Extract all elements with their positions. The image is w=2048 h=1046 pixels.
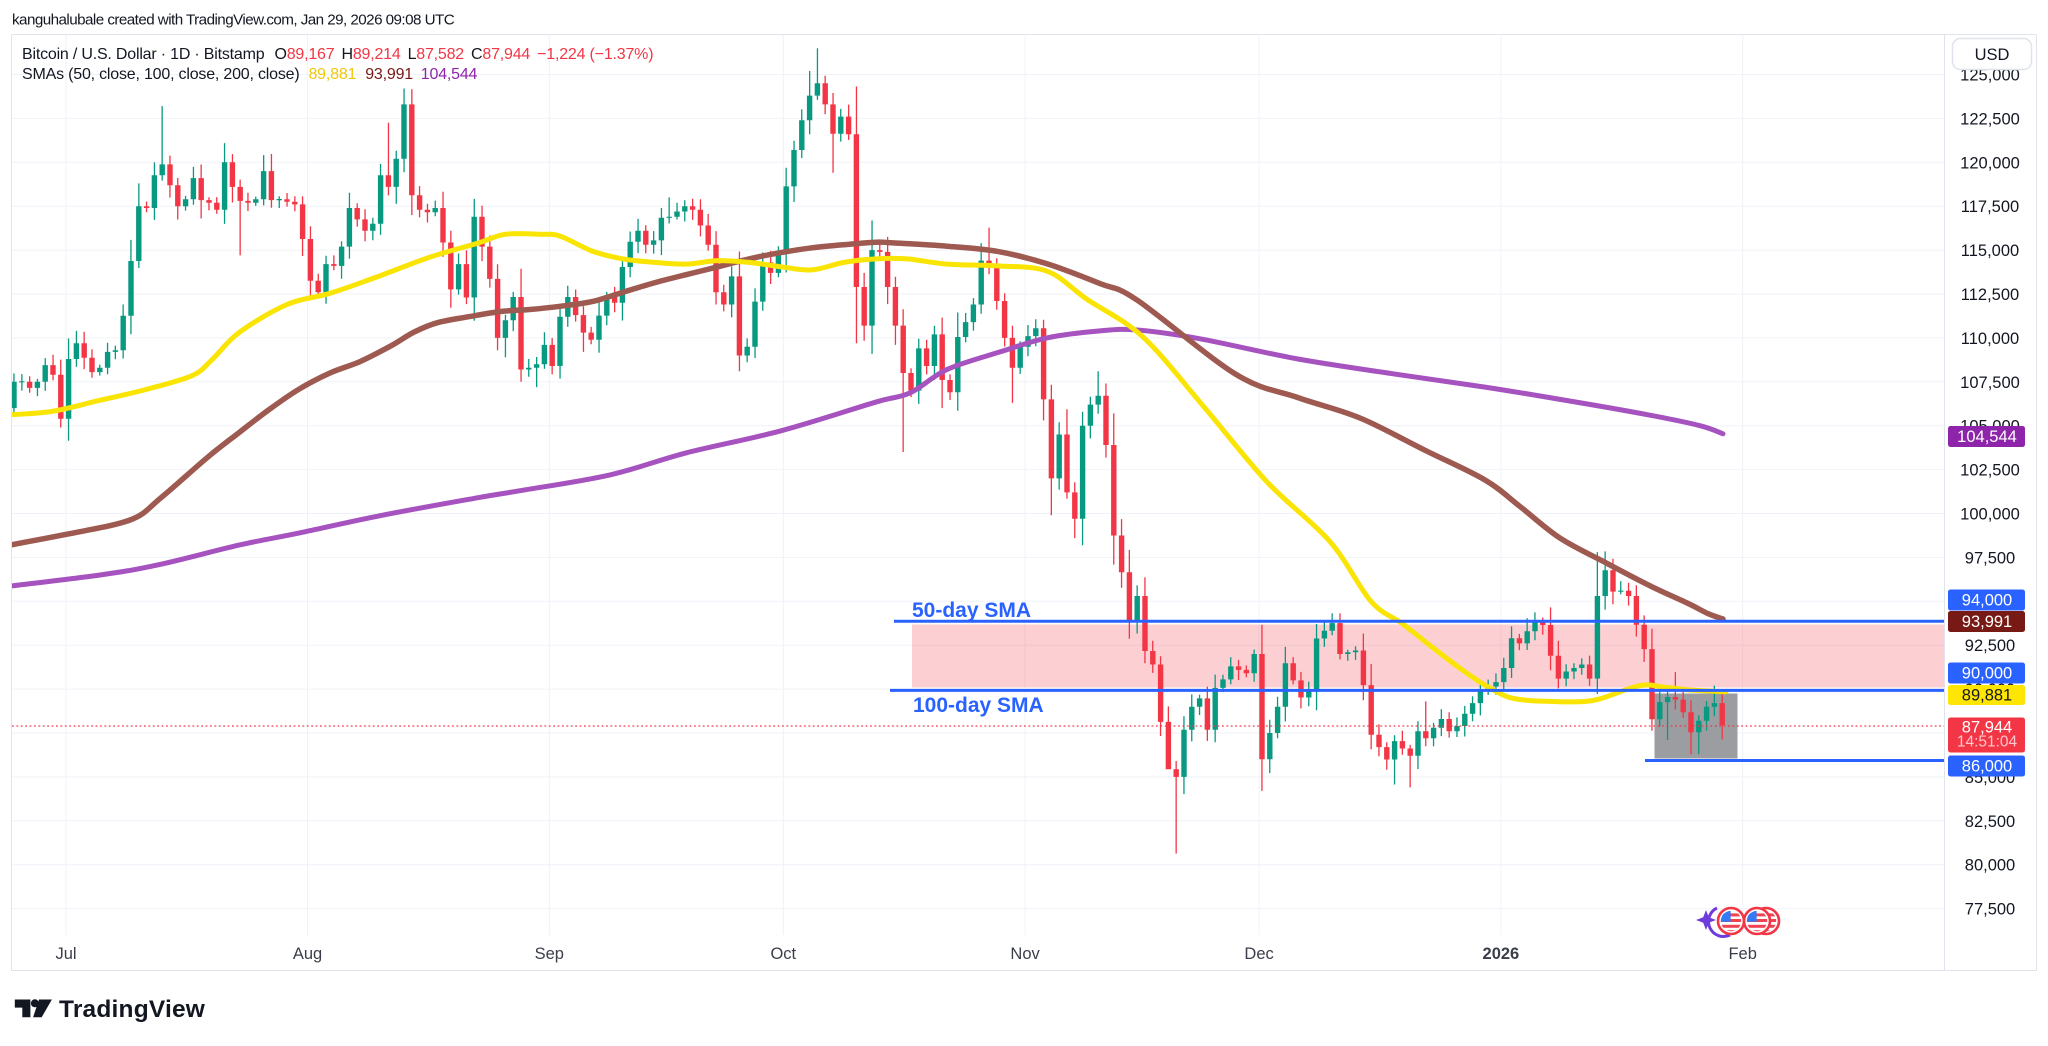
svg-text:Nov: Nov	[1010, 945, 1040, 963]
svg-text:102,500: 102,500	[1960, 462, 2020, 480]
svg-text:87,944: 87,944	[1962, 719, 2012, 737]
svg-text:82,500: 82,500	[1965, 813, 2015, 831]
svg-text:50-day SMA: 50-day SMA	[912, 599, 1031, 622]
svg-text:USD: USD	[1975, 46, 2010, 64]
svg-text:80,000: 80,000	[1965, 857, 2015, 875]
svg-text:93,991: 93,991	[1962, 613, 2012, 631]
svg-text:107,500: 107,500	[1960, 374, 2020, 392]
svg-text:Sep: Sep	[535, 945, 564, 963]
svg-text:Feb: Feb	[1728, 945, 1756, 963]
svg-text:92,500: 92,500	[1965, 637, 2015, 655]
svg-text:115,000: 115,000	[1961, 242, 2019, 260]
svg-text:90,000: 90,000	[1962, 665, 2012, 683]
svg-text:125,000: 125,000	[1960, 67, 2020, 85]
svg-text:TradingView: TradingView	[59, 996, 206, 1023]
svg-text:104,544: 104,544	[1957, 428, 2017, 446]
svg-text:112,500: 112,500	[1961, 286, 2019, 304]
svg-text:97,500: 97,500	[1965, 549, 2015, 567]
svg-text:77,500: 77,500	[1965, 901, 2015, 919]
svg-text:94,000: 94,000	[1962, 592, 2012, 610]
svg-text:100-day SMA: 100-day SMA	[913, 694, 1044, 717]
svg-text:Oct: Oct	[770, 945, 796, 963]
svg-text:86,000: 86,000	[1962, 758, 2012, 776]
svg-text:14:51:04: 14:51:04	[1957, 734, 2018, 751]
svg-text:100,000: 100,000	[1960, 506, 2020, 524]
svg-text:2026: 2026	[1483, 945, 1520, 963]
svg-text:SMAs (50, close, 100, close, 2: SMAs (50, close, 100, close, 200, close)…	[22, 66, 478, 83]
svg-text:kanguhalubale created with Tra: kanguhalubale created with TradingView.c…	[12, 12, 455, 29]
svg-text:Jul: Jul	[55, 945, 76, 963]
svg-text:Dec: Dec	[1244, 945, 1273, 963]
svg-text:122,500: 122,500	[1960, 110, 2020, 128]
svg-text:89,881: 89,881	[1962, 687, 2012, 705]
svg-text:Aug: Aug	[293, 945, 322, 963]
svg-text:110,000: 110,000	[1961, 330, 2019, 348]
svg-text:117,500: 117,500	[1961, 198, 2019, 216]
svg-text:120,000: 120,000	[1960, 154, 2020, 172]
